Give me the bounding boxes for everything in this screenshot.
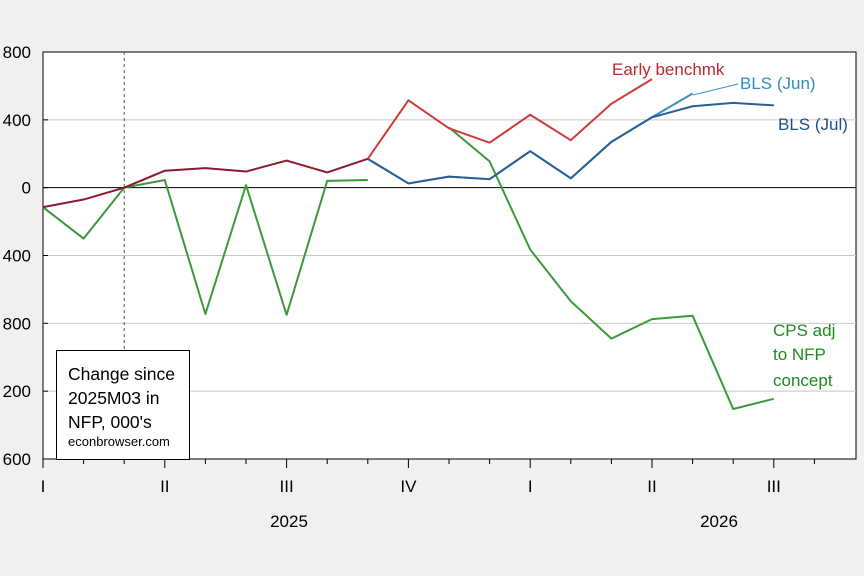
series-lines	[42, 78, 775, 410]
y-tick-label-4: 800	[3, 314, 31, 333]
series-line-3-0	[42, 157, 369, 209]
series-line-2-0	[367, 101, 774, 185]
y-tick-label-3: 400	[3, 247, 31, 266]
series-line-0-0	[366, 78, 653, 160]
label-bls-jun: BLS (Jun)	[740, 74, 816, 93]
x-tick-label-2: III	[280, 477, 294, 496]
label-cps-line2: to NFP	[773, 345, 826, 364]
y-tick-label-1: 400	[3, 111, 31, 130]
x-tick-labels: I II III IV I II III	[41, 459, 815, 496]
annotation-box: Change since 2025M03 in NFP, 000's econb…	[56, 350, 190, 460]
year-label-2026: 2026	[700, 512, 738, 531]
label-cps-line3: concept	[773, 371, 833, 390]
x-tick-label-5: II	[647, 477, 656, 496]
annotation-line-2: 2025M03 in	[68, 388, 160, 408]
y-tick-label-0: 800	[3, 43, 31, 62]
x-tick-label-3: IV	[400, 477, 417, 496]
x-tick-label-4: I	[528, 477, 533, 496]
year-label-2025: 2025	[270, 512, 308, 531]
leader-bls-jun	[692, 83, 739, 96]
annotation-source: econbrowser.com	[68, 434, 170, 449]
series-line-4-0	[42, 179, 368, 316]
annotation-line-3: NFP, 000's	[68, 412, 152, 432]
x-tick-label-6: III	[767, 477, 781, 496]
series-line-4-1	[448, 126, 775, 410]
x-tick-label-1: II	[160, 477, 169, 496]
label-early-benchmk: Early benchmk	[612, 60, 725, 79]
label-cps-line1: CPS adj	[773, 321, 835, 340]
x-tick-label-0: I	[41, 477, 46, 496]
y-tick-labels: 800 400 0 400 800 200 600	[3, 43, 48, 469]
y-tick-label-6: 600	[3, 450, 31, 469]
annotation-line-1: Change since	[68, 364, 176, 384]
y-tick-label-2: 0	[22, 179, 31, 198]
label-bls-jul: BLS (Jul)	[778, 115, 848, 134]
y-tick-label-5: 200	[3, 382, 31, 401]
